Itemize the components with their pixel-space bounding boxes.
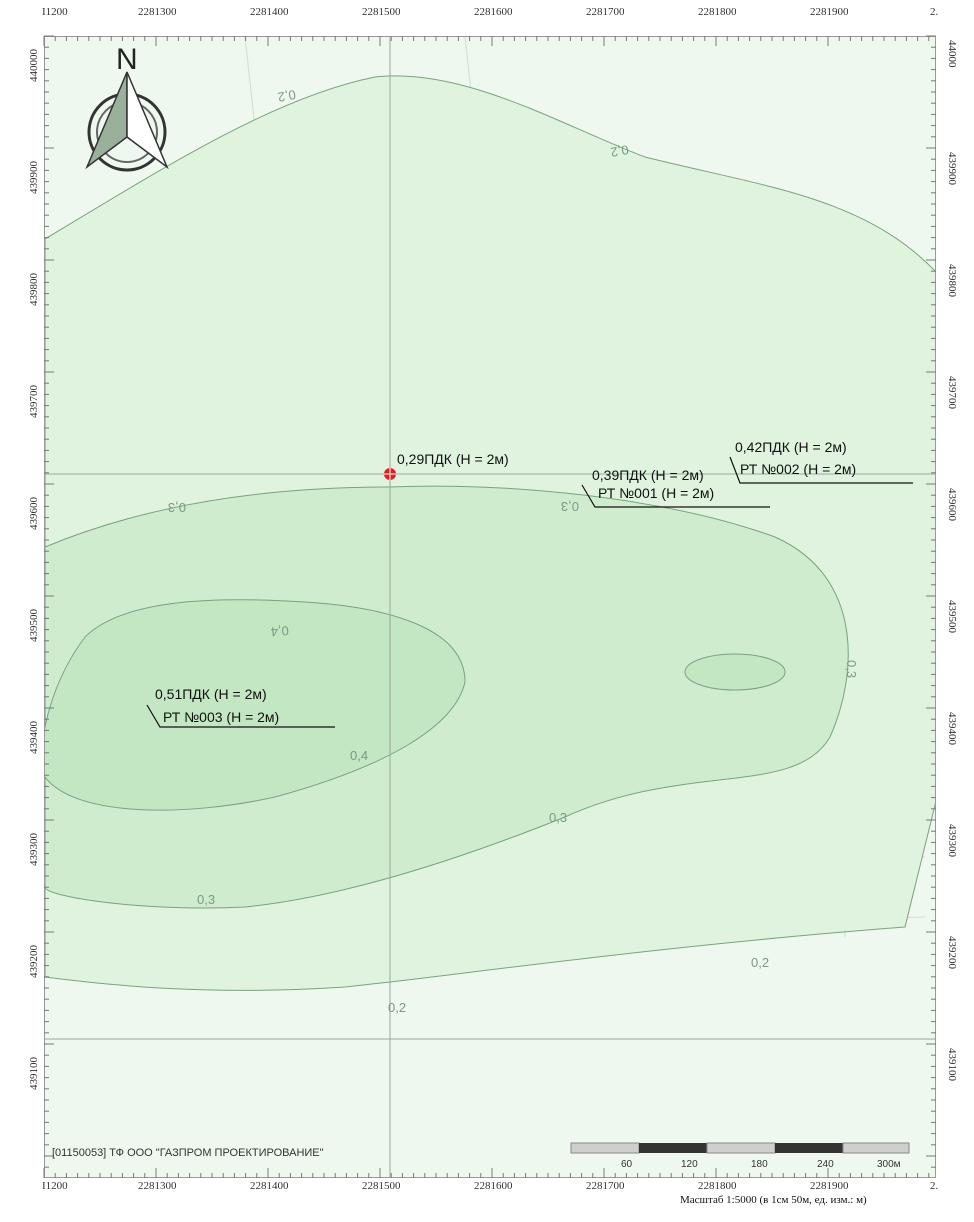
y-axis-tick-label-left: 439300: [28, 833, 40, 866]
contour-map-svg: 0,2 0,2 0,3 0,3 0,4 0,4 0,3 0,3 0,3 0,2 …: [45, 37, 935, 1177]
map-canvas[interactable]: 0,2 0,2 0,3 0,3 0,4 0,4 0,3 0,3 0,3 0,2 …: [44, 36, 936, 1178]
max-concentration-point[interactable]: [384, 468, 396, 480]
x-axis-tick-label: 2281400: [250, 1180, 289, 1192]
point-label-001-name[interactable]: РТ №001 (Н = 2м): [598, 485, 714, 501]
x-axis-tick-label: 2281700: [586, 6, 625, 18]
y-axis-tick-label-left: 439400: [28, 721, 40, 754]
scale-caption: Масштаб 1:5000 (в 1см 50м, ед. изм.: м): [680, 1194, 867, 1206]
point-label-002-name[interactable]: РТ №002 (Н = 2м): [740, 461, 856, 477]
y-axis-tick-label-right: 439600: [946, 488, 958, 521]
scale-bar-label: 300м: [877, 1159, 901, 1170]
scale-bar-label: 60: [621, 1159, 633, 1170]
scale-bar-label: 120: [681, 1159, 698, 1170]
svg-text:N: N: [116, 43, 138, 76]
x-axis-tick-label: 2281900: [810, 6, 849, 18]
contour-label: 0,4: [350, 748, 368, 763]
contour-label: 0,3: [844, 660, 859, 678]
point-label-002-value: 0,42ПДК (Н = 2м): [735, 439, 847, 455]
x-axis-tick-label: I1200: [42, 6, 68, 18]
contour-label: 0,3: [549, 810, 567, 825]
contour-label: 0,2: [609, 142, 629, 160]
contour-label: 0,3: [561, 499, 579, 514]
scale-bar-label: 240: [817, 1159, 834, 1170]
y-axis-tick-label-right: 439300: [946, 824, 958, 857]
north-arrow-icon: N: [85, 43, 169, 172]
contour-zone-0-4: [45, 599, 466, 811]
point-label-003-value: 0,51ПДК (Н = 2м): [155, 686, 267, 702]
x-axis-tick-label: 2.: [930, 1180, 939, 1192]
x-axis-tick-label: I1200: [42, 1180, 68, 1192]
y-axis-tick-label-right: 439700: [946, 376, 958, 409]
x-axis-tick-label: 2281800: [698, 6, 737, 18]
y-axis-tick-label-left: 439800: [28, 273, 40, 306]
point-label-001-value: 0,39ПДК (Н = 2м): [592, 467, 704, 483]
y-axis-tick-label-right: 439400: [946, 712, 958, 745]
scale-bar: 60 120 180 240 300м: [570, 1142, 910, 1170]
contour-label-group: 0,2 0,2 0,3 0,3 0,4 0,4 0,3 0,3 0,3 0,2 …: [168, 87, 859, 1015]
point-label-003-name[interactable]: РТ №003 (Н = 2м): [163, 709, 279, 725]
x-axis-tick-label: 2281500: [362, 6, 401, 18]
x-axis-tick-label: 2281800: [698, 1180, 737, 1192]
y-axis-tick-label-left: 439200: [28, 945, 40, 978]
scale-bar-label: 180: [751, 1159, 768, 1170]
leader-line-003: [146, 704, 335, 728]
y-axis-tick-label-left: 439700: [28, 385, 40, 418]
x-axis-tick-label: 2.: [930, 6, 939, 18]
x-axis-tick-label: 2281700: [586, 1180, 625, 1192]
y-axis-tick-label-left: 439600: [28, 497, 40, 530]
contour-label: 0,2: [388, 1000, 406, 1015]
x-axis-tick-label: 2281500: [362, 1180, 401, 1192]
x-axis-tick-label: 2281600: [474, 6, 513, 18]
y-axis-tick-label-right: 439200: [946, 936, 958, 969]
y-axis-tick-label-right: 439900: [946, 152, 958, 185]
organization-label: [01150053] ТФ ООО "ГАЗПРОМ ПРОЕКТИРОВАНИ…: [52, 1147, 324, 1159]
y-axis-tick-label-left: 439100: [28, 1057, 40, 1090]
y-axis-tick-label-left: 439900: [28, 161, 40, 194]
y-axis-tick-label-left: 440000: [28, 49, 40, 82]
max-point-label: 0,29ПДК (Н = 2м): [397, 451, 509, 467]
contour-label: 0,4: [270, 623, 289, 640]
x-axis-tick-label: 2281300: [138, 1180, 177, 1192]
x-axis-tick-label: 2281900: [810, 1180, 849, 1192]
contour-label: 0,3: [197, 892, 215, 907]
y-axis-tick-label-right: 439100: [946, 1048, 958, 1081]
leader-line-001: [581, 484, 770, 508]
leader-line-002: [729, 456, 913, 484]
x-axis-tick-label: 2281300: [138, 6, 177, 18]
contour-label: 0,3: [168, 500, 186, 515]
x-axis-tick-label: 2281600: [474, 1180, 513, 1192]
contour-label: 0,2: [751, 955, 769, 970]
contour-label: 0,2: [277, 87, 297, 105]
y-axis-tick-label-right: 439800: [946, 264, 958, 297]
contour-zone-0-4-east: [684, 653, 786, 691]
x-axis-tick-label: 2281400: [250, 6, 289, 18]
y-axis-tick-label-right: 439500: [946, 600, 958, 633]
y-axis-tick-label-right: 44000: [946, 40, 958, 68]
y-axis-tick-label-left: 439500: [28, 609, 40, 642]
